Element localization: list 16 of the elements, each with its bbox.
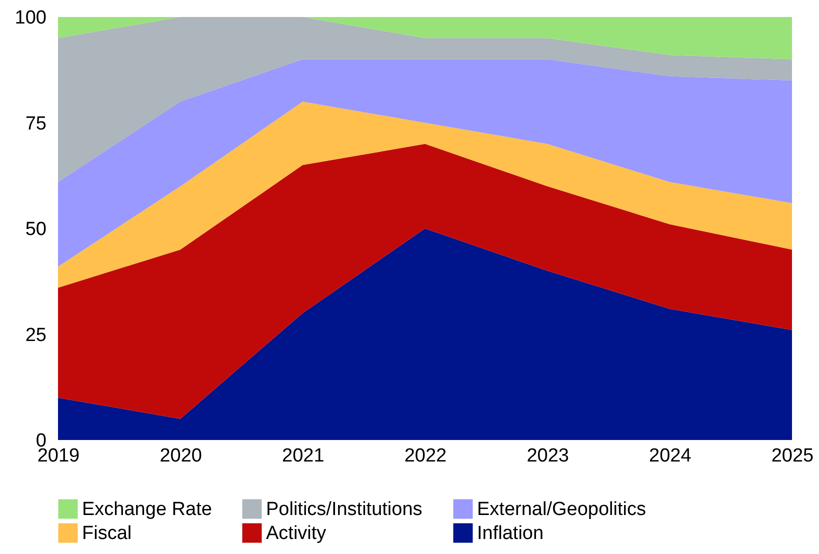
x-tick-label: 2021 <box>282 446 324 466</box>
x-tick-label: 2022 <box>404 446 447 466</box>
x-tick-label: 2024 <box>649 446 692 466</box>
x-tick-label: 2025 <box>771 446 814 466</box>
y-tick-label: 50 <box>25 219 46 240</box>
y-tick-label: 25 <box>25 324 46 346</box>
y-tick-label: 100 <box>14 8 46 28</box>
legend-label: Activity <box>266 523 327 544</box>
x-tick-label: 2023 <box>526 446 569 466</box>
legend-label: Politics/Institutions <box>266 499 422 520</box>
x-tick-label: 2020 <box>160 446 202 466</box>
legend-label: Fiscal <box>82 523 132 544</box>
y-tick-label: 75 <box>25 113 46 134</box>
legend-label: Inflation <box>477 523 544 544</box>
legend-label: External/Geopolitics <box>477 499 646 520</box>
legend-label: Exchange Rate <box>82 499 212 520</box>
